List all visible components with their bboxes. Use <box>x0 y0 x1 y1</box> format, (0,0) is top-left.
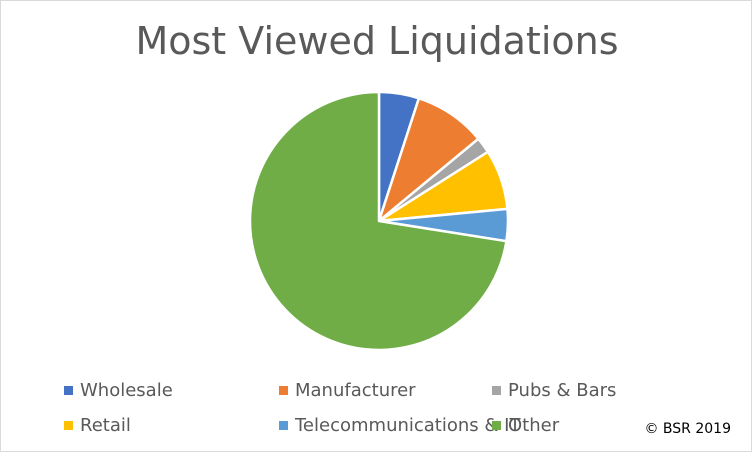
legend-swatch <box>492 420 501 430</box>
legend-item-telecommunications-it: Telecommunications & IT <box>279 414 520 436</box>
legend-item-pubs-bars: Pubs & Bars <box>492 379 616 401</box>
legend-item-retail: Retail <box>64 414 131 436</box>
chart-title: Most Viewed Liquidations <box>135 19 619 63</box>
legend-swatch <box>279 420 288 430</box>
legend-item-manufacturer: Manufacturer <box>279 379 416 401</box>
legend-item-other: Other <box>492 414 559 436</box>
pie-slice-other <box>248 90 508 352</box>
legend-swatch <box>492 385 501 395</box>
legend-label: Wholesale <box>80 379 173 401</box>
legend-swatch <box>64 420 73 430</box>
legend-item-wholesale: Wholesale <box>64 379 173 401</box>
legend-label: Pubs & Bars <box>508 379 617 401</box>
legend-swatch <box>279 385 288 395</box>
legend-swatch <box>64 385 73 395</box>
legend-label: Other <box>508 414 560 436</box>
legend-label: Telecommunications & IT <box>295 414 521 436</box>
copyright-text: © BSR 2019 <box>644 421 731 437</box>
legend-label: Manufacturer <box>295 379 416 401</box>
legend-label: Retail <box>80 414 131 436</box>
